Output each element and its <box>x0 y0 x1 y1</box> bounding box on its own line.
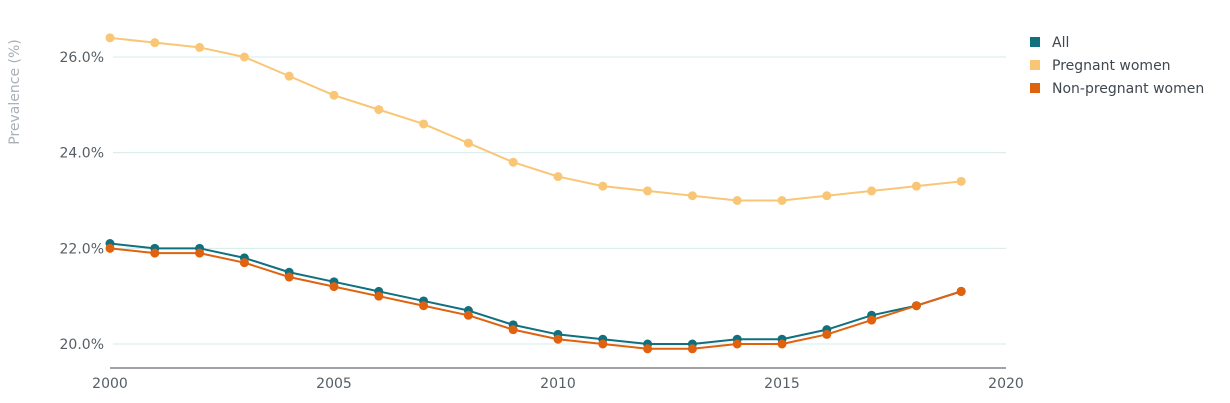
data-point-pregnant-women[interactable] <box>239 52 249 62</box>
legend-item-non-pregnant-women[interactable]: Non-pregnant women <box>1030 81 1204 97</box>
data-point-pregnant-women[interactable] <box>822 191 832 201</box>
data-point-non-pregnant-women[interactable] <box>195 248 205 258</box>
legend-label: Pregnant women <box>1052 58 1171 74</box>
legend-label: All <box>1052 35 1069 51</box>
data-point-non-pregnant-women[interactable] <box>867 315 877 325</box>
legend-swatch <box>1030 60 1040 70</box>
legend-swatch <box>1030 83 1040 93</box>
x-tick-label: 2010 <box>540 376 576 392</box>
data-point-pregnant-women[interactable] <box>374 105 384 115</box>
data-point-pregnant-women[interactable] <box>598 181 608 191</box>
data-point-pregnant-women[interactable] <box>284 71 294 81</box>
data-point-pregnant-women[interactable] <box>687 191 697 201</box>
gridlines <box>113 56 1006 345</box>
legend-swatch <box>1030 37 1040 47</box>
data-point-non-pregnant-women[interactable] <box>374 291 384 301</box>
data-point-pregnant-women[interactable] <box>195 42 205 52</box>
legend: All Pregnant women Non-pregnant women <box>1030 35 1204 97</box>
data-point-non-pregnant-women[interactable] <box>732 339 742 349</box>
series-line-pregnant-women <box>109 36 963 202</box>
series-line-all <box>109 242 963 345</box>
data-point-non-pregnant-women[interactable] <box>463 310 473 320</box>
data-point-non-pregnant-women[interactable] <box>329 282 339 292</box>
data-point-pregnant-women[interactable] <box>105 33 115 43</box>
x-tick-label: 2020 <box>988 376 1024 392</box>
legend-label: Non-pregnant women <box>1052 81 1204 97</box>
x-tick-label: 2005 <box>316 376 352 392</box>
data-point-pregnant-women[interactable] <box>419 119 429 129</box>
data-point-non-pregnant-women[interactable] <box>419 301 429 311</box>
data-point-non-pregnant-women[interactable] <box>508 325 518 335</box>
y-tick-label: 22.0% <box>60 241 104 257</box>
data-point-non-pregnant-women[interactable] <box>956 286 966 296</box>
series-line-non-pregnant-women <box>109 247 963 350</box>
data-point-non-pregnant-women[interactable] <box>105 243 115 253</box>
series <box>105 33 966 354</box>
data-point-pregnant-women[interactable] <box>867 186 877 196</box>
data-point-pregnant-women[interactable] <box>329 90 339 100</box>
y-tick-label: 20.0% <box>60 337 104 353</box>
y-tick-label: 24.0% <box>60 146 104 162</box>
data-point-non-pregnant-women[interactable] <box>553 334 563 344</box>
axes: 20.0% 22.0% 24.0% 26.0% 2000 2005 2010 2015 2020 <box>60 50 1024 392</box>
data-point-pregnant-women[interactable] <box>553 172 563 182</box>
y-axis-label: Prevalence (%) <box>7 39 23 145</box>
data-point-non-pregnant-women[interactable] <box>643 344 653 354</box>
legend-item-all[interactable]: All <box>1030 35 1069 51</box>
data-point-pregnant-women[interactable] <box>732 196 742 205</box>
data-point-non-pregnant-women[interactable] <box>284 272 294 282</box>
data-point-pregnant-women[interactable] <box>463 138 473 148</box>
data-point-non-pregnant-women[interactable] <box>911 301 921 311</box>
series-non-pregnant-women <box>105 243 966 354</box>
data-point-pregnant-women[interactable] <box>777 196 787 205</box>
legend-item-pregnant-women[interactable]: Pregnant women <box>1030 58 1171 74</box>
x-tick-label: 2000 <box>92 376 128 392</box>
data-point-pregnant-women[interactable] <box>643 186 653 196</box>
y-tick-label: 26.0% <box>60 50 104 66</box>
data-point-pregnant-women[interactable] <box>911 181 921 191</box>
series-pregnant-women <box>105 33 966 205</box>
data-point-non-pregnant-women[interactable] <box>239 258 249 268</box>
x-tick-label: 2015 <box>764 376 800 392</box>
data-point-non-pregnant-women[interactable] <box>822 329 832 339</box>
data-point-pregnant-women[interactable] <box>508 157 518 167</box>
data-point-non-pregnant-women[interactable] <box>150 248 160 258</box>
data-point-non-pregnant-women[interactable] <box>598 339 608 349</box>
data-point-pregnant-women[interactable] <box>150 38 160 48</box>
data-point-pregnant-women[interactable] <box>956 176 966 186</box>
data-point-non-pregnant-women[interactable] <box>777 339 787 349</box>
data-point-non-pregnant-women[interactable] <box>687 344 697 354</box>
